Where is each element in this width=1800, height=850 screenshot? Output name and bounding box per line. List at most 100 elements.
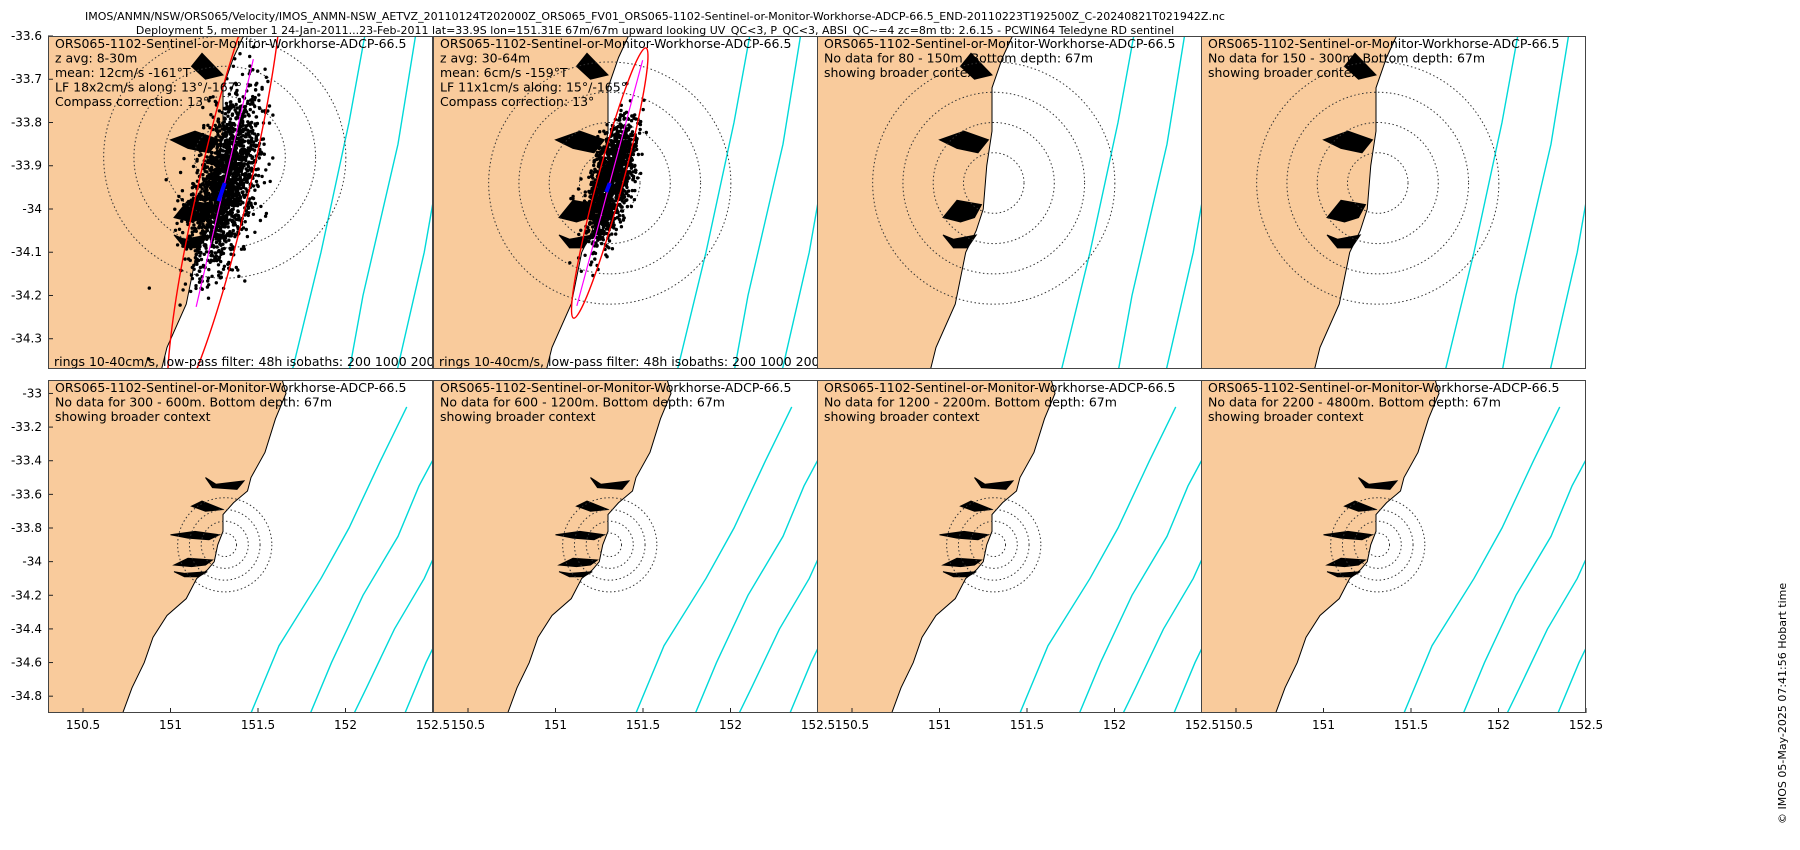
scatter-point [629, 195, 633, 199]
scatter-point [569, 196, 573, 201]
scatter-point [245, 178, 249, 182]
scatter-point [596, 208, 601, 212]
scatter-point [601, 193, 605, 197]
panel-text-line: LF 11x1cm/s along: 15°/-165° [440, 80, 627, 95]
scatter-point [611, 177, 615, 182]
scatter-point [221, 121, 225, 125]
scatter-point [236, 177, 240, 182]
scatter-point [576, 187, 581, 191]
scatter-point [181, 203, 186, 207]
isobath-line [1557, 646, 1586, 713]
scatter-point [184, 204, 188, 208]
scatter-point [618, 134, 622, 139]
scatter-point [194, 284, 198, 288]
scatter-point [216, 222, 220, 226]
scatter-point [201, 263, 206, 268]
scatter-point [218, 148, 223, 152]
scatter-point [591, 201, 596, 205]
scatter-point [609, 212, 613, 216]
scatter-point [198, 149, 202, 153]
scatter-point [181, 288, 185, 292]
scatter-point [242, 247, 246, 251]
scatter-point [598, 204, 602, 208]
estuary-shape [1323, 530, 1375, 541]
scatter-point [214, 156, 218, 160]
scatter-point [625, 129, 629, 133]
x-tick-label: 151 [159, 718, 182, 732]
scatter-point [202, 123, 206, 128]
scatter-point [611, 225, 615, 229]
scatter-point [594, 226, 598, 230]
scatter-point [583, 238, 587, 242]
coastline [1314, 36, 1398, 369]
panel-text: ORS065-1102-Sentinel-or-Monitor-Workhors… [440, 36, 791, 109]
scatter-point [633, 179, 637, 184]
isobath-line [1506, 557, 1586, 713]
scatter-point [266, 79, 270, 84]
scatter-point [583, 190, 587, 194]
velocity-ring [578, 152, 641, 214]
scatter-point [215, 142, 219, 146]
scatter-point [210, 188, 214, 192]
scatter-point [271, 113, 275, 117]
estuary-shape [1326, 571, 1361, 578]
panel-text-line: showing broader context [824, 409, 980, 424]
scatter-point [207, 267, 211, 272]
scatter-point [254, 115, 258, 119]
scatter-point [233, 177, 237, 182]
velocity-ring [1330, 497, 1426, 593]
scatter-point [198, 254, 202, 258]
scatter-point [607, 171, 611, 175]
scatter-point [179, 240, 184, 244]
scatter-point [253, 230, 257, 234]
velocity-ring [177, 497, 273, 593]
scatter-point [579, 269, 583, 273]
scatter-point [175, 243, 180, 247]
isobath-line [1549, 198, 1586, 369]
scatter-point [638, 122, 643, 127]
scatter-point [248, 107, 252, 112]
scatter-point [197, 153, 202, 158]
scatter-point [625, 198, 629, 202]
scatter-point [233, 234, 237, 239]
scatter-point [599, 241, 604, 246]
scatter-point [190, 233, 195, 237]
scatter-point [227, 197, 232, 201]
scatter-point [618, 113, 623, 117]
scatter-point [243, 148, 247, 152]
scatter-point [228, 117, 233, 121]
scatter-point [615, 129, 619, 133]
scatter-point [231, 135, 235, 139]
scatter-point [201, 177, 206, 181]
scatter-point [601, 238, 605, 242]
scatter-point [256, 173, 261, 178]
scatter-point [207, 283, 211, 287]
scatter-point [233, 127, 237, 132]
scatter-point [620, 199, 624, 203]
scatter-point [208, 95, 212, 100]
scatter-point [175, 221, 179, 226]
scatter-point [264, 168, 268, 172]
y-tick-label: -33.8 [11, 115, 42, 129]
scatter-point [222, 221, 226, 225]
velocity-ring [1286, 91, 1470, 275]
scatter-point [229, 234, 233, 238]
scatter-point [229, 86, 233, 90]
scatter-point [264, 211, 269, 216]
scatter-point [249, 143, 253, 147]
scatter-point [257, 156, 261, 160]
scatter-point [573, 241, 577, 246]
scatter-point [246, 147, 250, 152]
scatter-point [248, 124, 252, 128]
scatter-point [208, 234, 212, 238]
scatter-point [610, 247, 615, 251]
scatter-point [217, 178, 221, 182]
scatter-point [627, 141, 631, 145]
scatter-point [262, 181, 267, 185]
panel-text-line: ORS065-1102-Sentinel-or-Monitor-Workhors… [440, 380, 791, 395]
scatter-point [246, 211, 251, 215]
velocity-ring [488, 61, 732, 305]
scatter-point [635, 147, 639, 152]
x-tick-label: 150.5 [451, 718, 485, 732]
scatter-point [260, 174, 264, 179]
